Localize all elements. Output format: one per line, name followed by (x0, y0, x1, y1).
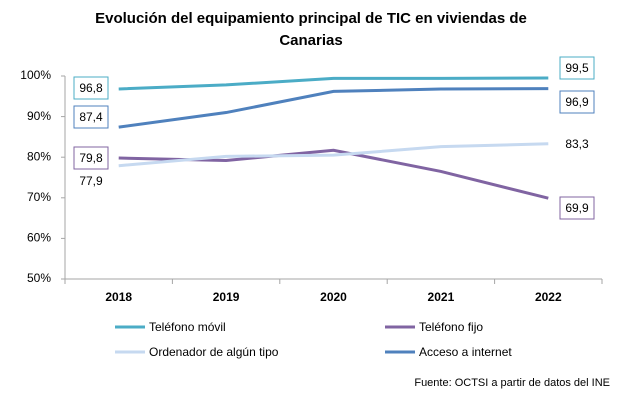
series-line (118, 87, 549, 129)
y-tick-label: 60% (27, 231, 51, 245)
data-label: 79,8 (79, 151, 103, 165)
y-tick-label: 70% (27, 190, 51, 204)
y-tick-label: 80% (27, 149, 51, 163)
data-label-box (73, 105, 109, 129)
x-tick-label: 2020 (320, 290, 347, 304)
y-tick-label: 100% (20, 68, 51, 82)
series-line (118, 148, 549, 200)
data-label-box (73, 146, 109, 170)
legend-label: Acceso a internet (419, 345, 512, 359)
y-tick-label: 90% (27, 109, 51, 123)
chart-title: Evolución del equipamiento principal de … (95, 10, 527, 49)
x-tick-label: 2018 (105, 290, 132, 304)
data-label: 87,4 (79, 110, 103, 124)
legend-label: Teléfono móvil (149, 320, 226, 334)
data-label-box (559, 56, 595, 80)
source: Fuente: OCTSI a partir de datos del INE (414, 377, 610, 389)
data-label: 96,8 (79, 81, 103, 95)
data-label-box (73, 76, 109, 100)
data-label-box (560, 133, 594, 155)
data-label: 96,9 (565, 95, 589, 109)
x-tick-label: 2022 (535, 290, 562, 304)
data-label: 99,5 (565, 61, 589, 75)
data-label-box (559, 90, 595, 114)
data-label: 69,9 (565, 201, 589, 215)
data-label-box (74, 170, 108, 192)
data-label: 77,9 (79, 174, 103, 188)
series-line (118, 142, 549, 168)
legend-label: Ordenador de algún tipo (149, 345, 279, 359)
y-tick-label: 50% (27, 271, 51, 285)
data-label: 83,3 (565, 137, 589, 151)
x-tick-label: 2019 (213, 290, 240, 304)
data-label-box (559, 196, 595, 220)
legend-label: Teléfono fijo (419, 320, 483, 334)
x-tick-label: 2021 (428, 290, 455, 304)
series-line (118, 76, 549, 91)
